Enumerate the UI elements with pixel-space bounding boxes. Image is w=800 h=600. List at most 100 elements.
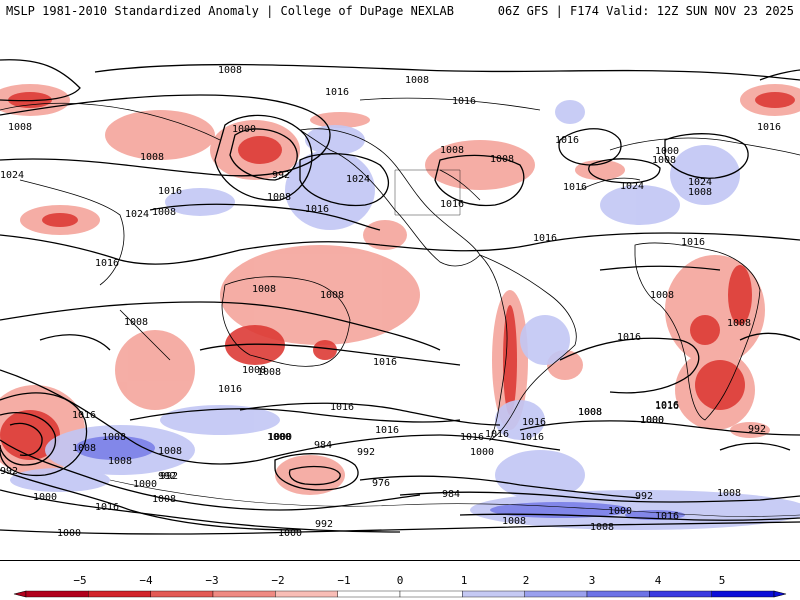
isobar-labels: 1008 1008 1016 1000 992 1008 1008 1024 1…	[0, 65, 781, 539]
isobar-label: 1008	[688, 187, 712, 198]
isobar-label: 984	[442, 489, 460, 500]
isobar-label: 992	[0, 466, 18, 477]
colorbar-segment	[337, 590, 401, 598]
isobar-label: 1016	[485, 429, 509, 440]
isobar-label: 1008	[242, 365, 266, 376]
isobar-label: 1008	[590, 522, 614, 533]
colorbar-tick-label: 2	[522, 574, 530, 587]
isobar-label: 1016	[555, 135, 579, 146]
isobar-label: 1008	[124, 317, 148, 328]
isobar-label: 992	[272, 170, 290, 181]
isobar-label: 992	[160, 471, 178, 482]
map-canvas: 1008 1008 1016 1000 992 1008 1008 1024 1…	[0, 59, 800, 539]
isobar-label: 992	[748, 424, 766, 435]
isobar-label: 1016	[375, 425, 399, 436]
coastlines	[0, 97, 800, 517]
colorbar-tick-label: 3	[588, 574, 596, 587]
isobar-label: 1008	[140, 152, 164, 163]
isobar-label: 1008	[267, 192, 291, 203]
isobar-label: 1016	[533, 233, 557, 244]
isobar-label: 1016	[325, 87, 349, 98]
isobar-label: 1016	[95, 502, 119, 513]
isobar-label: 1008	[218, 65, 242, 76]
isobar-label: 1000	[133, 479, 157, 490]
colorbar: −5 −4 −3 −2 −1 0 1 2 3 4 5	[0, 561, 800, 600]
isobar-label: 1000	[655, 146, 679, 157]
isobar-label: 1016	[373, 357, 397, 368]
isobar-label: 1008	[158, 446, 182, 457]
isobar-label: 992	[635, 491, 653, 502]
isobar-label: 1024	[620, 181, 644, 192]
colorbar-tick-label: −4	[139, 574, 153, 587]
map-title: MSLP 1981-2010 Standardized Anomaly | Co…	[6, 4, 454, 18]
isobar-label: 1008	[440, 145, 464, 156]
colorbar-segment	[212, 590, 276, 598]
isobar-label: 1000	[470, 447, 494, 458]
isobar-label: 1024	[346, 174, 370, 185]
isobar-label: 1000	[232, 124, 256, 135]
colorbar-tick-label: 5	[718, 574, 726, 587]
colorbar-tick-label: 1	[460, 574, 468, 587]
isobar-label: 1008	[108, 456, 132, 467]
colorbar-arrow-left	[13, 590, 27, 598]
colorbar-segment	[88, 590, 151, 598]
colorbar-segment	[462, 590, 525, 598]
isobar-label: 1016	[440, 199, 464, 210]
colorbar-tick-label: −5	[73, 574, 87, 587]
isobar-label: 1016	[681, 237, 705, 248]
isobar-label: 976	[372, 478, 390, 489]
isobar-label: 1008	[257, 367, 281, 378]
isobar-label: 1016	[158, 186, 182, 197]
header: MSLP 1981-2010 Standardized Anomaly | Co…	[0, 0, 800, 41]
isobar-label: 1000	[608, 506, 632, 517]
colorbar-segment	[399, 590, 463, 598]
isobar-label: 1008	[578, 407, 602, 418]
isobar-label: 1008	[578, 407, 602, 418]
isobar-label: 1000	[33, 492, 57, 503]
colorbar-segment	[649, 590, 712, 598]
isobar-label: 992	[315, 519, 333, 530]
isobar-label: 1016	[655, 511, 679, 522]
isobar-label: 1008	[72, 443, 96, 454]
isobar-label: 1016	[617, 332, 641, 343]
isobar-label: 1016	[330, 402, 354, 413]
isobar-label: 1024	[688, 177, 712, 188]
isobar-label: 1008	[650, 290, 674, 301]
isobar-label: 1016	[522, 417, 546, 428]
isobar-label: 1000	[268, 432, 292, 443]
isobar-label: 1016	[460, 432, 484, 443]
isobar-label: 1008	[490, 154, 514, 165]
isobar-label: 1016	[757, 122, 781, 133]
isobar-label: 1000	[57, 528, 81, 539]
isobar-label: 1016	[655, 400, 679, 411]
colorbar-tick-label: 4	[654, 574, 662, 587]
isobar-label: 1008	[152, 494, 176, 505]
isobar-label: 1008	[8, 122, 32, 133]
colorbar-tick-label: 0	[396, 574, 404, 587]
isobar-label: 1008	[405, 75, 429, 86]
map-panel: 1008 1008 1016 1000 992 1008 1008 1024 1…	[0, 40, 800, 561]
colorbar-tick-label: −1	[337, 574, 351, 587]
isobar-label: 1008	[252, 284, 276, 295]
colorbar-segment	[150, 590, 214, 598]
model-run-info: 06Z GFS | F174 Valid: 12Z SUN NOV 23 202…	[497, 4, 794, 18]
colorbar-segment	[25, 590, 89, 598]
isobar-label: 1008	[102, 432, 126, 443]
isobar-label: 1008	[502, 516, 526, 527]
isobar-label: 1000	[267, 432, 291, 443]
isobar-label: 1024	[0, 170, 24, 181]
colorbar-segment	[711, 590, 775, 598]
colorbar-tick-label: −2	[271, 574, 285, 587]
isobar-label: 1008	[717, 488, 741, 499]
isobar-label: 1016	[95, 258, 119, 269]
isobar-label: 1016	[520, 432, 544, 443]
isobar-label: 1016	[452, 96, 476, 107]
colorbar-segment	[586, 590, 650, 598]
isobar-label: 1008	[652, 155, 676, 166]
isobar-label: 984	[314, 440, 332, 451]
isobar-label: 1000	[640, 415, 664, 426]
isobar-contours	[0, 59, 800, 535]
isobar-label: 1008	[727, 318, 751, 329]
isobar-label: 1008	[320, 290, 344, 301]
colorbar-segment	[524, 590, 588, 598]
